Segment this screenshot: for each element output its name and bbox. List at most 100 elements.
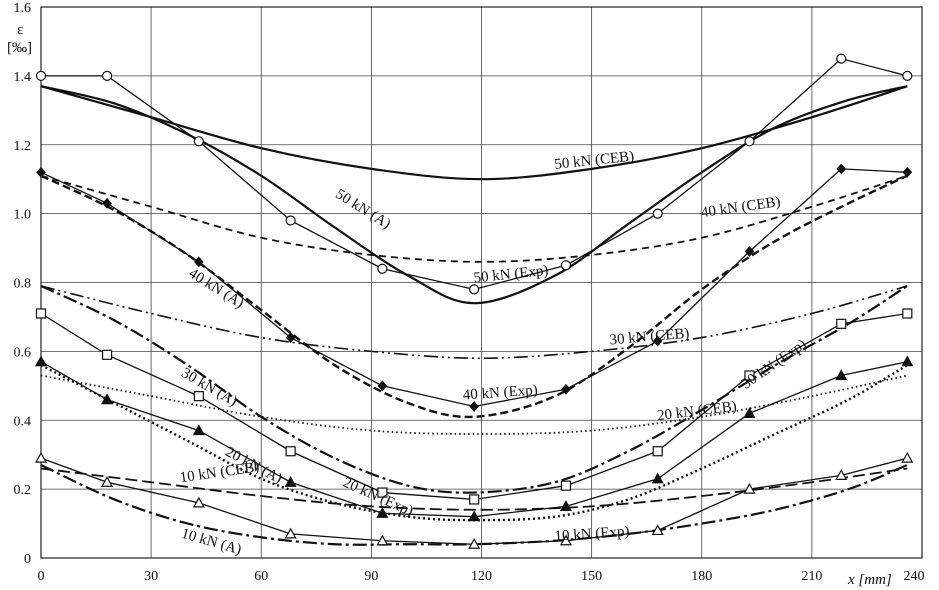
curve-label-10-kn-exp: 10 kN (Exp) [554,524,630,545]
x-tick-label: 120 [471,569,492,584]
marker-20-kn-exp [284,476,297,487]
y-tick-label: 1.2 [14,139,32,154]
x-tick-label: 210 [801,569,822,584]
marker-40-kn-exp [744,246,755,257]
series-line-10-kn-ceb [40,467,908,511]
marker-50-kn-exp [193,136,204,147]
y-axis-label: ε [‰] [7,22,32,56]
marker-50-kn-exp [35,70,47,81]
marker-50-kn-exp [836,53,847,64]
grid [40,6,923,559]
axis-ticks: 0 30 60 90 120 150 180 210 240 0 0.2 0.4 0.6 0.8 1.0 1.… [14,1,925,584]
marker-10-kn-exp [468,537,481,549]
marker-50-kn-exp [469,284,480,295]
series-line-50-kn-exp [41,57,908,291]
marker-20-kn-exp [468,510,481,522]
marker-50-kn-exp [652,208,663,219]
marker-30-kn-exp [469,494,480,505]
series-line-40-kn-a [40,174,908,419]
marker-50-kn-exp [744,136,755,147]
marker-30-kn-exp [836,318,847,329]
marker-30-kn-exp [652,446,663,457]
plot-frame [40,6,923,559]
x-tick-label: 0 [38,569,45,584]
marker-40-kn-exp [36,166,46,178]
marker-50-kn-exp [377,263,388,274]
marker-40-kn-exp [102,197,112,209]
x-tick-label: 180 [691,569,712,584]
marker-20-kn-exp [376,506,389,518]
y-tick-label: 0.6 [14,345,32,360]
marker-40-kn-exp [194,256,204,268]
marker-30-kn-exp [35,308,47,319]
marker-20-kn-exp [901,355,914,367]
x-axis-label: x [mm] [847,572,892,588]
y-tick-label: 0.8 [14,277,32,292]
marker-10-kn-exp [743,482,756,494]
curve-label-40-kn-ceb: 40 kN (CEB) [700,194,781,221]
marker-30-kn-exp [377,487,388,498]
curve-label-40-kn-exp: 40 kN (Exp) [462,382,538,403]
marker-10-kn-exp [34,451,48,463]
x-tick-label: 30 [144,569,158,584]
marker-40-kn-exp [561,383,571,395]
curve-label-20-kn-exp: 20 kN (Exp) [340,475,415,520]
curve-label-40-kn-a: 40 kN (A) [186,265,247,311]
marker-50-kn-exp [560,260,572,271]
marker-10-kn-exp [901,451,914,463]
marker-20-kn-exp [559,500,572,511]
y-tick-label: 1.4 [14,70,32,85]
marker-20-kn-exp [743,407,756,418]
curve-label-10-kn-ceb: 10 kN (CEB) [179,459,260,486]
series-line-50-kn-ceb [40,85,908,181]
marker-50-kn-exp [101,70,113,81]
curve-label-30-kn-exp: 30 kN (Exp) [739,336,810,392]
marker-30-kn-exp [101,349,113,360]
marker-40-kn-exp [377,380,388,392]
marker-50-kn-exp [902,70,913,81]
marker-10-kn-exp [651,524,664,536]
curve-label-50-kn-a: 50 kN (A) [333,186,394,232]
marker-30-kn-exp [744,370,755,381]
curve-label-30-kn-ceb: 30 kN (CEB) [609,326,690,349]
series-line-50-kn-a [40,85,908,305]
marker-10-kn-exp [284,527,297,539]
marker-10-kn-exp [376,534,389,546]
marker-10-kn-exp [559,534,572,546]
marker-10-kn-exp [835,469,848,480]
marker-20-kn-exp [34,355,48,367]
marker-40-kn-exp [836,163,847,175]
x-tick-label: 90 [364,569,378,584]
x-tick-label: 240 [904,569,925,584]
series-markers [34,53,914,549]
marker-20-kn-exp [192,424,205,436]
marker-40-kn-exp [285,332,296,344]
y-tick-label: 0 [24,552,31,567]
marker-30-kn-exp [285,446,296,457]
x-tick-label: 60 [254,569,268,584]
marker-20-kn-exp [835,369,848,381]
series-lines [40,57,908,546]
marker-20-kn-exp [101,393,114,405]
marker-40-kn-exp [652,335,663,347]
y-tick-label: 1.6 [14,1,32,16]
marker-30-kn-exp [902,308,913,319]
curve-label-50-kn-exp: 50 kN (Exp) [473,263,549,287]
y-tick-label: 0.2 [14,483,32,498]
marker-30-kn-exp [193,391,204,402]
marker-40-kn-exp [902,166,913,178]
y-tick-label: 1.0 [14,208,32,223]
marker-10-kn-exp [192,496,205,508]
x-tick-label: 150 [581,569,602,584]
marker-20-kn-exp [651,472,664,484]
series-line-40-kn-ceb [40,174,908,263]
curve-label-10-kn-a: 10 kN (A) [179,526,243,558]
series-line-10-kn-a [40,464,908,546]
marker-30-kn-exp [560,480,572,491]
series-line-20-kn-ceb [40,374,908,435]
series-line-30-kn-ceb [40,285,908,360]
marker-50-kn-exp [285,215,296,226]
marker-40-kn-exp [469,401,479,412]
marker-10-kn-exp [101,476,114,487]
